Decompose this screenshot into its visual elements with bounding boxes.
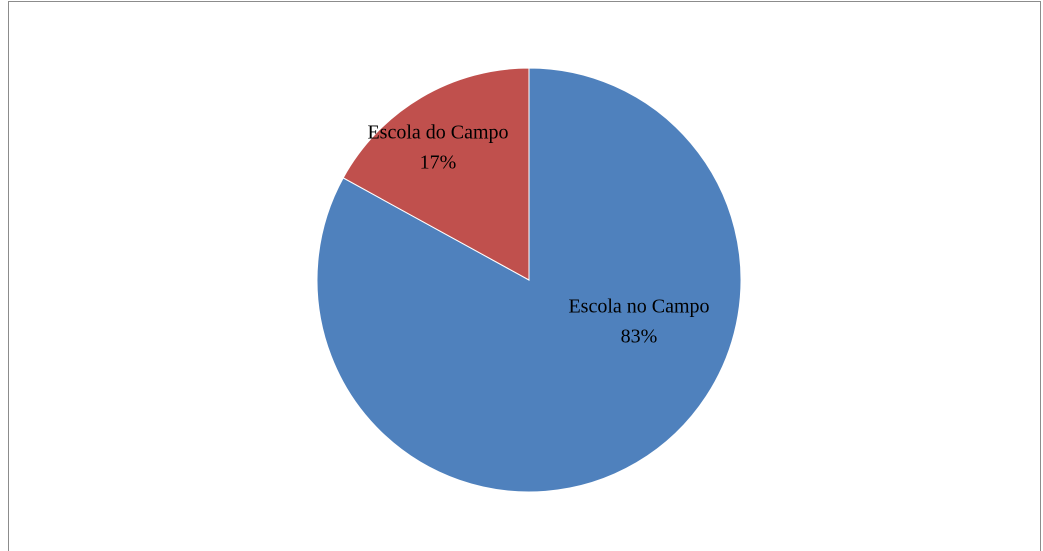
pie-slice <box>316 67 742 493</box>
slice-label: Escola do Campo <box>367 122 508 144</box>
slice-label: Escola no Campo <box>568 296 709 318</box>
slice-value-label: 83% <box>621 326 658 348</box>
chart-frame <box>8 1 1041 551</box>
slice-value-label: 17% <box>420 152 457 174</box>
pie-slice <box>342 67 530 281</box>
